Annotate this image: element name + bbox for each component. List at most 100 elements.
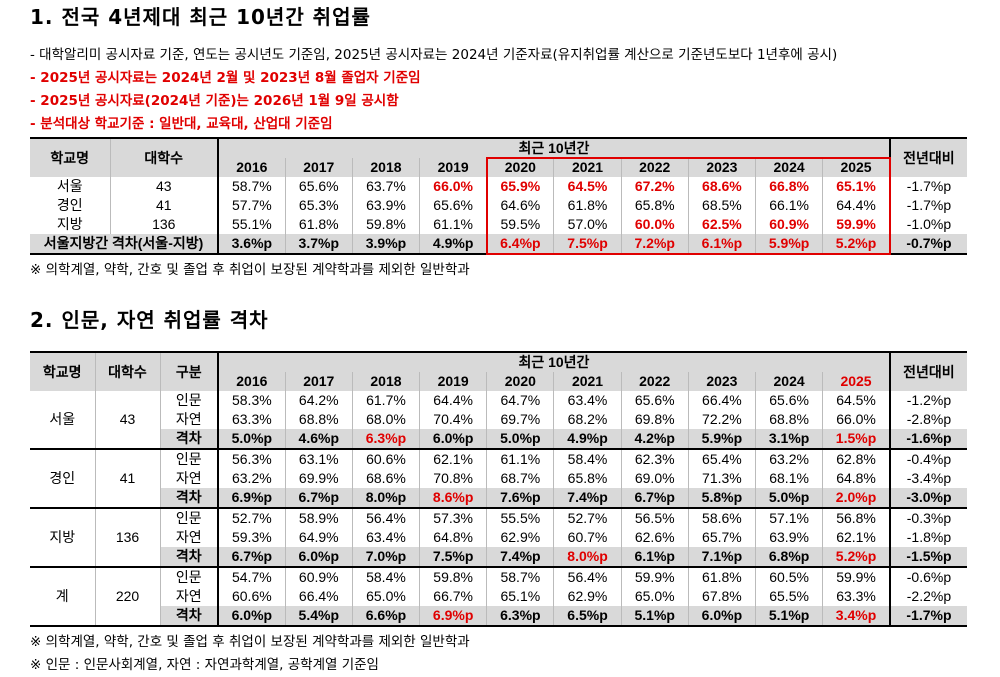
year-header: 2023 bbox=[687, 372, 756, 391]
university-count: 220 bbox=[94, 566, 160, 626]
year-header: 2025 bbox=[822, 158, 890, 177]
rate-cell: 2.0%p bbox=[822, 488, 890, 508]
rate-cell: 56.3% bbox=[216, 448, 286, 469]
rate-cell: 6.3%p bbox=[486, 606, 554, 626]
rate-cell: 62.8% bbox=[822, 448, 890, 469]
rate-cell: 58.3% bbox=[216, 391, 286, 410]
change-cell: -0.4%p bbox=[888, 448, 967, 469]
note: - 분석대상 학교기준 : 일반대, 교육대, 산업대 기준임 bbox=[30, 116, 333, 132]
rate-cell: 6.7%p bbox=[620, 488, 689, 508]
gap-cell: 7.2%p bbox=[620, 234, 689, 254]
rate-cell: 65.6% bbox=[754, 391, 823, 410]
rate-cell: 52.7% bbox=[216, 507, 286, 528]
rate-cell: 6.0%p bbox=[687, 606, 756, 626]
rate-cell: 57.1% bbox=[754, 507, 823, 528]
gap-cell: 4.9%p bbox=[419, 234, 487, 254]
rate-cell: 65.3% bbox=[284, 196, 353, 215]
rate-cell: 62.9% bbox=[486, 528, 554, 547]
rate-cell: 6.9%p bbox=[419, 606, 487, 626]
change-cell: -1.6%p bbox=[888, 429, 967, 449]
rate-cell: 52.7% bbox=[553, 507, 622, 528]
rate-cell: 62.1% bbox=[822, 528, 890, 547]
rate-cell: 5.1%p bbox=[754, 606, 823, 626]
rate-cell: 4.2%p bbox=[620, 429, 689, 449]
header-type: 구분 bbox=[159, 352, 218, 391]
rate-cell: 60.5% bbox=[754, 566, 823, 587]
rate-cell: 61.8% bbox=[284, 215, 353, 234]
rate-cell: 65.4% bbox=[687, 448, 756, 469]
rate-cell: 6.8%p bbox=[754, 547, 823, 567]
rate-cell: 6.0%p bbox=[216, 606, 286, 626]
table-row: 격차 5.0%p 4.6%p 6.3%p 6.0%p 5.0%p 4.9%p 4.2%p 5.9… bbox=[30, 429, 967, 449]
rate-cell: 59.9% bbox=[822, 566, 890, 587]
rate-cell: 61.8% bbox=[553, 196, 622, 215]
rate-cell: 6.9%p bbox=[216, 488, 286, 508]
rate-cell: 63.7% bbox=[351, 177, 420, 196]
rate-cell: 65.0% bbox=[620, 587, 689, 606]
gap-cell: 7.5%p bbox=[553, 234, 622, 254]
rate-cell: 7.1%p bbox=[687, 547, 756, 567]
rate-cell: 56.5% bbox=[620, 507, 689, 528]
rate-cell: 62.6% bbox=[620, 528, 689, 547]
year-header: 2017 bbox=[284, 372, 353, 391]
rate-cell: 68.2% bbox=[553, 410, 622, 429]
type-label: 격차 bbox=[159, 547, 218, 567]
table-row: 자연 60.6% 66.4% 65.0% 66.7% 65.1% 62.9% 65.0% 67.… bbox=[30, 587, 967, 606]
rate-cell: 3.4%p bbox=[822, 606, 890, 626]
header-change: 전년대비 bbox=[888, 138, 967, 177]
humanities-science-gap-table: 학교명 대학수 구분 최근 10년간 전년대비 2016 2017 2018 2019 2020… bbox=[30, 351, 967, 627]
rate-cell: 55.1% bbox=[216, 215, 286, 234]
rate-cell: 59.5% bbox=[486, 215, 554, 234]
rate-cell: 57.7% bbox=[216, 196, 286, 215]
rate-cell: 60.0% bbox=[620, 215, 689, 234]
rate-cell: 6.3%p bbox=[351, 429, 420, 449]
table-row: 지방 136 인문 52.7% 58.9% 56.4% 57.3% 55.5% 52.7% 56.… bbox=[30, 507, 967, 567]
table-row: 지방 136 55.1% 61.8% 59.8% 61.1% 59.5% 57.0% 60.0%… bbox=[30, 215, 967, 234]
header-school: 학교명 bbox=[30, 352, 95, 391]
school-name: 경인 bbox=[30, 448, 95, 508]
employment-rate-table: 학교명 대학수 최근 10년간 전년대비 2016 2017 2018 2019 2020 20… bbox=[30, 137, 967, 255]
change-cell: -1.8%p bbox=[888, 528, 967, 547]
rate-cell: 65.1% bbox=[486, 587, 554, 606]
change-cell: -0.6%p bbox=[888, 566, 967, 587]
note: - 2025년 공시자료(2024년 기준)는 2026년 1월 9일 공시함 bbox=[30, 93, 399, 109]
school-name: 서울 bbox=[30, 391, 95, 449]
type-label: 자연 bbox=[159, 469, 218, 488]
change-cell: -1.2%p bbox=[888, 391, 967, 410]
rate-cell: 62.5% bbox=[687, 215, 756, 234]
rate-cell: 64.5% bbox=[822, 391, 890, 410]
footnote: ※ 의학계열, 약학, 간호 및 졸업 후 취업이 보장된 계약학과를 제외한 … bbox=[30, 262, 470, 278]
year-header: 2020 bbox=[486, 158, 554, 177]
gap-cell: 5.2%p bbox=[822, 234, 890, 254]
university-count: 41 bbox=[94, 448, 160, 508]
school-name: 지방 bbox=[56, 216, 83, 232]
rate-cell: 64.4% bbox=[419, 391, 487, 410]
rate-cell: 59.8% bbox=[351, 215, 420, 234]
rate-cell: 1.5%p bbox=[822, 429, 890, 449]
rate-cell: 54.7% bbox=[216, 566, 286, 587]
rate-cell: 64.7% bbox=[486, 391, 554, 410]
rate-cell: 62.1% bbox=[419, 448, 487, 469]
rate-cell: 64.9% bbox=[284, 528, 353, 547]
rate-cell: 4.9%p bbox=[553, 429, 622, 449]
rate-cell: 58.9% bbox=[284, 507, 353, 528]
rate-cell: 5.9%p bbox=[687, 429, 756, 449]
rate-cell: 56.4% bbox=[351, 507, 420, 528]
change-cell: -0.3%p bbox=[888, 507, 967, 528]
header-count: 대학수 bbox=[94, 352, 160, 391]
school-name: 계 bbox=[30, 566, 95, 626]
rate-cell: 63.9% bbox=[754, 528, 823, 547]
type-label: 격차 bbox=[159, 606, 218, 626]
note: - 2025년 공시자료는 2024년 2월 및 2023년 8월 졸업자 기준… bbox=[30, 70, 421, 86]
rate-cell: 58.7% bbox=[216, 177, 286, 196]
rate-cell: 64.4% bbox=[822, 196, 890, 215]
year-header: 2024 bbox=[754, 158, 823, 177]
rate-cell: 5.4%p bbox=[284, 606, 353, 626]
rate-cell: 63.2% bbox=[216, 469, 286, 488]
rate-cell: 59.8% bbox=[419, 566, 487, 587]
year-header: 2018 bbox=[351, 372, 420, 391]
rate-cell: 60.9% bbox=[754, 215, 823, 234]
gap-cell: 3.6%p bbox=[216, 234, 286, 254]
type-label: 격차 bbox=[159, 429, 218, 449]
note: - 대학알리미 공시자료 기준, 연도는 공시년도 기준임, 2025년 공시자… bbox=[30, 47, 838, 63]
